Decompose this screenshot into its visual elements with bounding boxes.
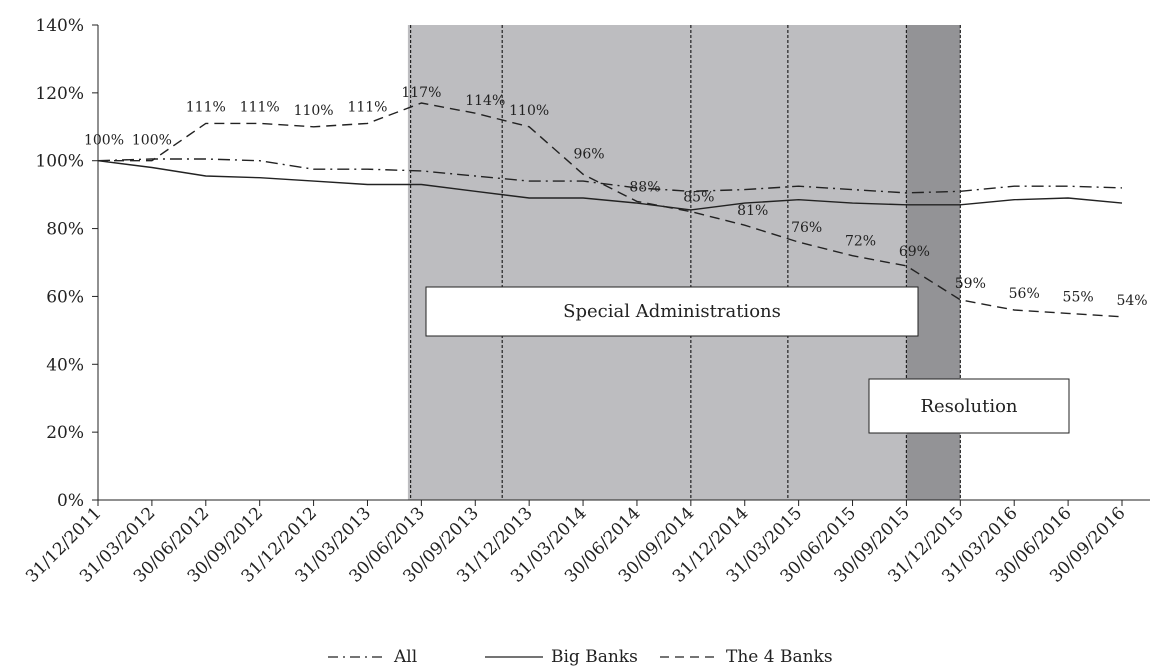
data-label: 111% [240, 99, 280, 115]
data-label: 110% [294, 103, 334, 119]
legend-label-1: Big Banks [551, 647, 638, 667]
data-label: 100% [132, 133, 172, 149]
data-label: 114% [465, 93, 505, 109]
y-tick-label: 40% [46, 355, 84, 375]
data-label: 81% [737, 203, 768, 219]
data-label: 69% [899, 244, 930, 260]
data-labels: 100% 100%111% 111% 110% 111%117%114%110%96%8… [84, 85, 1148, 309]
data-label: 72% [845, 234, 876, 250]
y-tick-label: 100% [35, 152, 84, 172]
x-tick-labels: 31/12/201131/03/201230/06/201230/09/2012… [22, 500, 1130, 587]
y-tick-label: 80% [46, 220, 84, 240]
y-tick-label: 20% [46, 423, 84, 443]
y-tick-label: 0% [57, 491, 84, 511]
special-administrations-box: Special Administrations [425, 286, 919, 337]
shaded-region-0 [407, 25, 907, 500]
series-line-the-4-banks [98, 102, 1123, 318]
data-label: 76% [791, 220, 822, 236]
data-label: 117% [401, 85, 441, 101]
shaded-regions [407, 25, 961, 500]
axes [97, 25, 1150, 501]
data-label: 59% [955, 276, 986, 292]
data-label: 111% [347, 99, 387, 115]
data-label: 55% [1063, 289, 1094, 305]
legend: All Big Banks The 4 Banks [328, 647, 833, 667]
data-label: 85% [683, 190, 714, 206]
data-label: 96% [573, 146, 604, 162]
data-label: 56% [1009, 286, 1040, 302]
special-administrations-label: Special Administrations [563, 301, 781, 322]
data-label: 100% [84, 133, 124, 149]
legend-label-2: The 4 Banks [726, 647, 833, 667]
data-label: 111% [186, 99, 226, 115]
resolution-label: Resolution [920, 396, 1017, 417]
y-tick-label: 60% [46, 287, 84, 307]
y-tick-label: 140% [35, 16, 84, 36]
series-line-big-banks [97, 160, 1123, 211]
series-line-all [97, 158, 1123, 194]
data-label: 88% [629, 179, 660, 195]
data-label: 54% [1116, 293, 1147, 309]
resolution-box: Resolution [868, 378, 1070, 434]
data-label: 110% [509, 103, 549, 119]
y-tick-label: 120% [35, 84, 84, 104]
legend-label-0: All [393, 647, 417, 667]
series-lines [97, 102, 1123, 318]
y-tick-labels: 0% 20% 40% 60% 80% 100% 120% 140% [35, 16, 98, 511]
